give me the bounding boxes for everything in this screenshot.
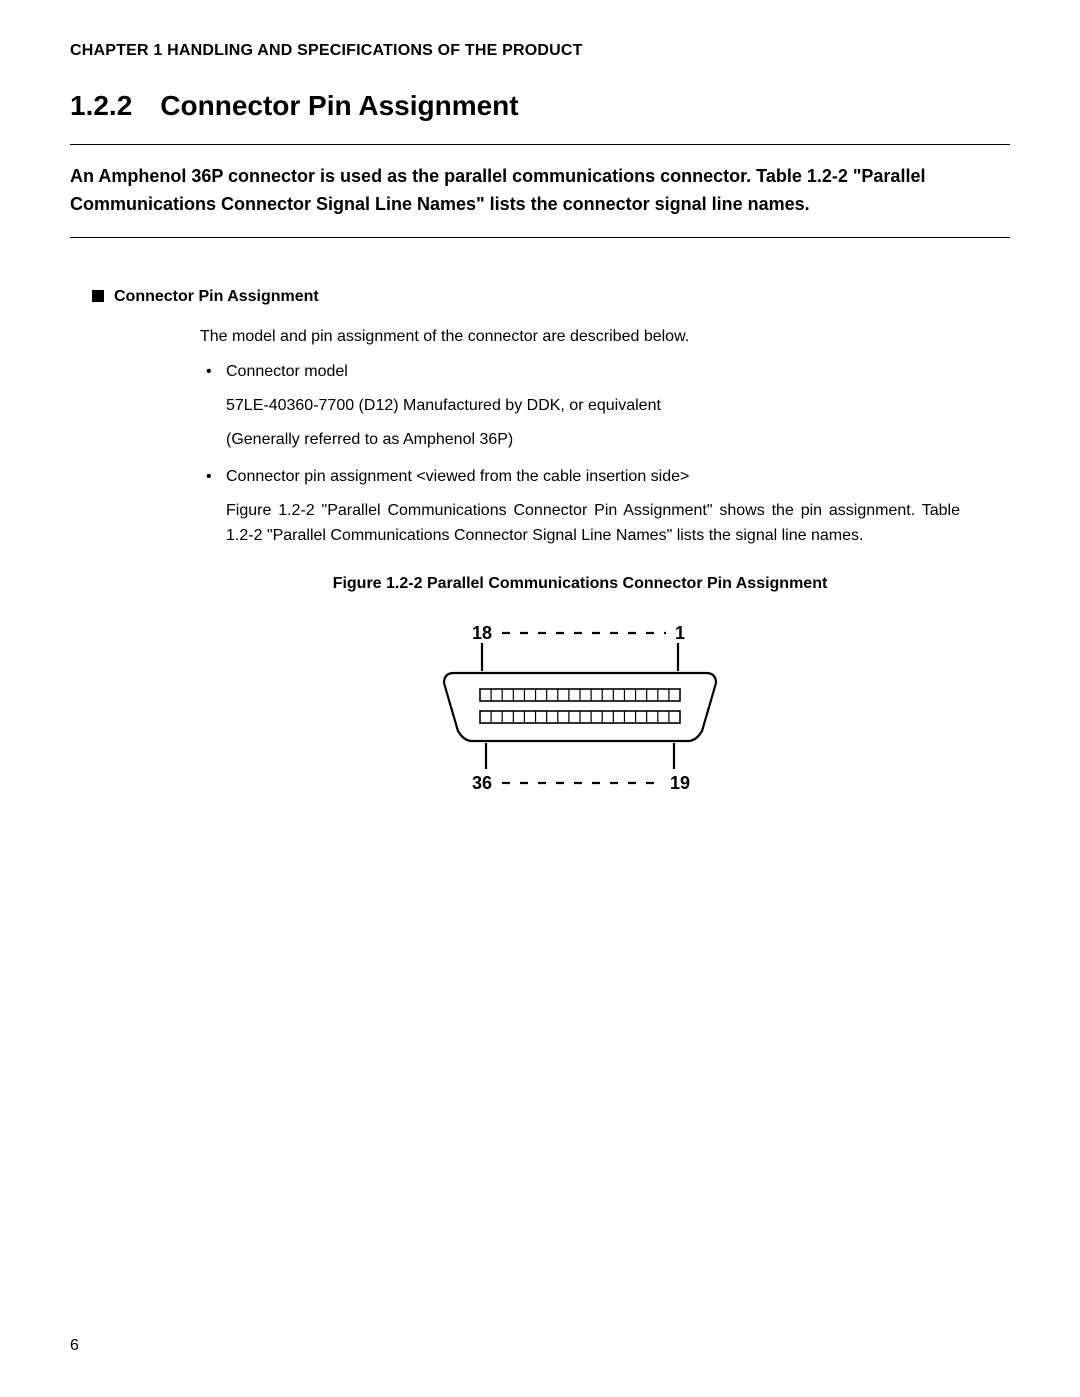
figure-caption: Figure 1.2-2 Parallel Communications Con… xyxy=(200,571,960,597)
page: CHAPTER 1 HANDLING AND SPECIFICATIONS OF… xyxy=(0,0,1080,1397)
body-block: The model and pin assignment of the conn… xyxy=(200,324,960,797)
list-item: Connector pin assignment <viewed from th… xyxy=(200,464,960,549)
svg-text:36: 36 xyxy=(472,773,492,793)
section-number: 1.2.2 xyxy=(70,90,132,122)
subsection-heading: Connector Pin Assignment xyxy=(92,288,1010,306)
bullet-list: Connector model 57LE-40360-7700 (D12) Ma… xyxy=(200,359,960,549)
list-item-line: (Generally referred to as Amphenol 36P) xyxy=(226,427,960,453)
figure-wrap: 18 1 36 19 xyxy=(200,617,960,797)
svg-text:1: 1 xyxy=(675,623,685,643)
list-item: Connector model 57LE-40360-7700 (D12) Ma… xyxy=(200,359,960,452)
section-title-text: Connector Pin Assignment xyxy=(160,90,518,121)
svg-text:19: 19 xyxy=(670,773,690,793)
connector-diagram: 18 1 36 19 xyxy=(410,617,750,797)
section-title: 1.2.2 Connector Pin Assignment xyxy=(70,90,1010,122)
page-number: 6 xyxy=(70,1337,79,1355)
chapter-header: CHAPTER 1 HANDLING AND SPECIFICATIONS OF… xyxy=(70,42,1010,60)
square-bullet-icon xyxy=(92,290,104,302)
lead-text: The model and pin assignment of the conn… xyxy=(200,324,960,350)
subsection-heading-text: Connector Pin Assignment xyxy=(114,288,319,305)
list-item-label: Connector pin assignment <viewed from th… xyxy=(226,468,689,485)
list-item-label: Connector model xyxy=(226,363,348,380)
list-item-line: 57LE-40360-7700 (D12) Manufactured by DD… xyxy=(226,393,960,419)
rule-bottom xyxy=(70,237,1010,238)
svg-text:18: 18 xyxy=(472,623,492,643)
subsection: Connector Pin Assignment The model and p… xyxy=(70,288,1010,797)
list-item-line: Figure 1.2-2 "Parallel Communications Co… xyxy=(226,498,960,549)
intro-paragraph: An Amphenol 36P connector is used as the… xyxy=(70,145,1010,237)
